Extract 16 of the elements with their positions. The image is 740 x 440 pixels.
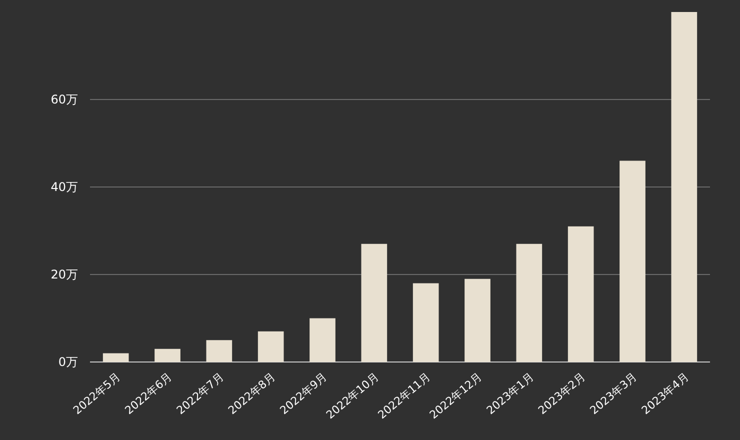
bar — [154, 348, 180, 362]
bar — [568, 226, 594, 362]
bar — [671, 12, 698, 362]
bar — [412, 283, 439, 362]
bar — [516, 244, 542, 362]
y-tick-label: 40万 — [50, 180, 78, 194]
bar — [102, 353, 129, 362]
bar — [620, 160, 646, 362]
bar — [464, 278, 490, 362]
bar — [258, 331, 284, 362]
y-tick-label: 0万 — [58, 355, 78, 369]
y-tick-label: 60万 — [50, 92, 78, 106]
bar — [206, 340, 232, 362]
y-tick-label: 20万 — [50, 268, 78, 282]
bar — [361, 244, 388, 362]
bar — [310, 318, 336, 362]
